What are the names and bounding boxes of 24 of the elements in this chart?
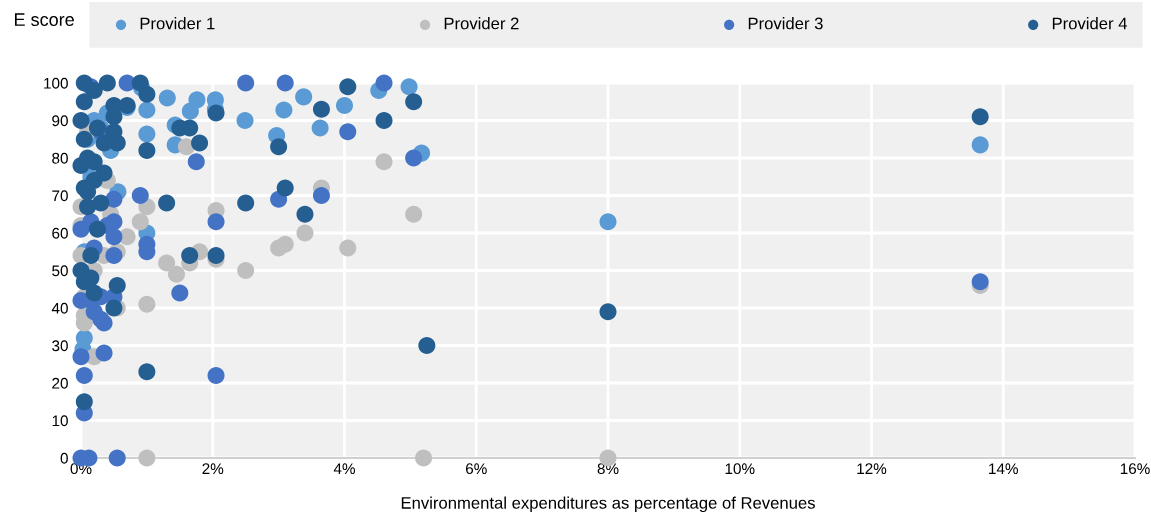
y-axis-title: E score [14, 13, 74, 26]
x-axis-title: Environmental expenditures as percentage of Revenues [401, 496, 815, 513]
y-tick-label: 100 [44, 77, 68, 89]
x-tick-label: 12% [857, 463, 887, 475]
y-tick-label: 20 [52, 377, 68, 389]
y-tick-label: 40 [51, 302, 68, 314]
legend-label: Provider 1 [140, 17, 215, 30]
x-tick-label: 4% [333, 463, 355, 475]
y-tick-label: 90 [52, 115, 68, 127]
y-tick-label: 80 [52, 152, 68, 164]
x-tick-label: 6% [465, 463, 487, 475]
y-tick-label: 70 [52, 190, 68, 202]
x-tick-label: 2% [202, 463, 224, 475]
y-tick-label: 10 [52, 415, 68, 427]
x-tick-label: 14% [989, 463, 1018, 475]
legend-label: Provider 4 [1052, 17, 1127, 30]
x-tick-label: 10% [725, 463, 755, 475]
legend-label: Provider 3 [748, 17, 823, 30]
y-tick-label: 50 [52, 265, 68, 277]
y-tick-label: 60 [52, 227, 68, 239]
legend-label: Provider 2 [444, 17, 519, 30]
y-tick-label: 0 [60, 452, 68, 464]
x-tick-label: 16% [1120, 463, 1150, 475]
y-tick-label: 30 [52, 340, 68, 352]
